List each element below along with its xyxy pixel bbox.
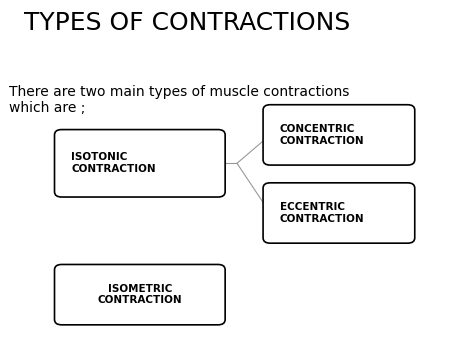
Text: There are two main types of muscle contractions
which are ;: There are two main types of muscle contr… (9, 85, 350, 115)
FancyBboxPatch shape (55, 130, 225, 197)
FancyBboxPatch shape (55, 264, 225, 325)
FancyBboxPatch shape (263, 105, 415, 165)
Text: ISOTONIC
CONTRACTION: ISOTONIC CONTRACTION (71, 153, 156, 174)
Text: TYPES OF CONTRACTIONS: TYPES OF CONTRACTIONS (24, 11, 350, 35)
Text: ISOMETRIC
CONTRACTION: ISOMETRIC CONTRACTION (98, 284, 182, 305)
FancyBboxPatch shape (263, 183, 415, 243)
Text: ECCENTRIC
CONTRACTION: ECCENTRIC CONTRACTION (280, 202, 365, 224)
Text: CONCENTRIC
CONTRACTION: CONCENTRIC CONTRACTION (280, 124, 365, 146)
